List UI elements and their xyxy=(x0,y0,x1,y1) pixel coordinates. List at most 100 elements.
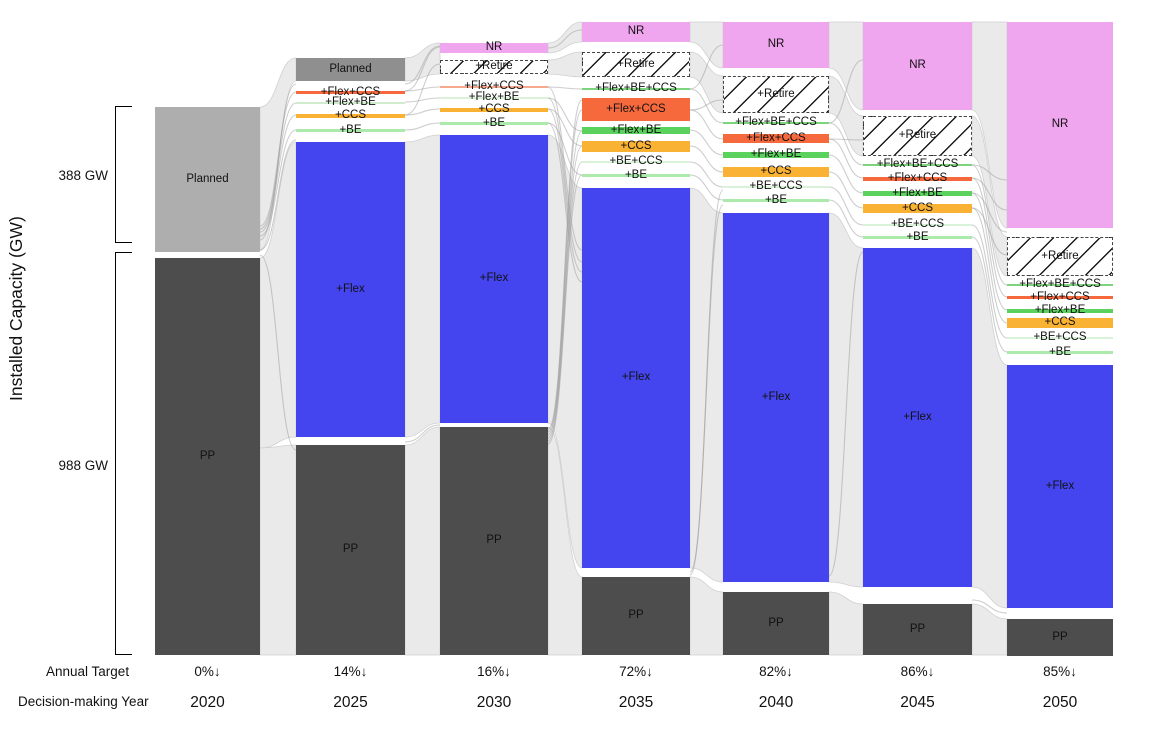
segment-label-2030-retire: +Retire xyxy=(475,60,513,73)
segment-label-2040-flex_ccs: +Flex+CCS xyxy=(746,131,806,144)
segment-label-2035-flex_be_ccs: +Flex+BE+CCS xyxy=(595,82,677,95)
segment-label-2045-flex_be_ccs: +Flex+BE+CCS xyxy=(876,158,959,171)
flow-stream-47 xyxy=(828,59,864,124)
segment-label-2045-be_ccs: +BE+CCS xyxy=(890,218,945,231)
segment-label-2025-ccs: +CCS xyxy=(335,109,366,121)
segment-2050-be: +BE xyxy=(1007,346,1113,357)
segment-label-2035-flex: +Flex xyxy=(621,371,651,384)
segment-2035-flex_be: +Flex+BE xyxy=(582,123,690,136)
flow-ribbon-0 xyxy=(259,57,297,251)
segment-label-2025-pp: PP xyxy=(342,543,359,556)
flow-stream-29 xyxy=(547,122,583,283)
segment-label-2035-retire: +Retire xyxy=(617,57,655,70)
segment-label-2035-be_ccs: +BE+CCS xyxy=(609,155,663,168)
segment-label-2050-be_ccs: +BE+CCS xyxy=(1033,331,1087,343)
flow-stream-58 xyxy=(971,207,1008,256)
segment-label-2040-flex_be: +Flex+BE xyxy=(750,148,802,161)
flow-stream-34 xyxy=(689,161,724,188)
annual-target-2025: 14%↓ xyxy=(333,664,368,679)
bracket-988gw-label: 988 GW xyxy=(58,458,108,473)
segment-2050-pp: PP xyxy=(1007,619,1113,656)
flow-stream-51 xyxy=(971,192,1008,311)
flow-stream-35 xyxy=(689,174,724,201)
flow-ribbon-1 xyxy=(259,141,297,449)
annual-target-2050: 85%↓ xyxy=(1043,664,1077,679)
segment-2040-flex_be_ccs: +Flex+BE+CCS xyxy=(723,117,829,128)
segment-2040-flex_ccs: +Flex+CCS xyxy=(723,131,829,144)
segment-label-2030-nr: NR xyxy=(485,41,503,54)
segment-label-2050-retire: +Retire xyxy=(1041,249,1079,262)
segment-label-2045-flex_ccs: +Flex+CCS xyxy=(887,172,948,184)
flow-stream-4 xyxy=(259,83,297,241)
segment-2045-be: +BE xyxy=(863,231,972,242)
segment-label-2040-be: +BE xyxy=(764,193,788,206)
flow-stream-19 xyxy=(547,29,583,49)
segment-2050-be_ccs: +BE+CCS xyxy=(1007,331,1113,343)
segment-2030-be: +BE xyxy=(440,117,548,128)
segment-label-2025-be: +BE xyxy=(339,123,362,136)
segment-label-2020-planned: Planned xyxy=(186,172,229,185)
flow-stream-48 xyxy=(828,138,864,141)
segment-label-2045-retire: +Retire xyxy=(898,129,937,142)
segment-label-2035-pp: PP xyxy=(628,609,644,622)
segment-label-2035-ccs: +CCS xyxy=(620,139,652,152)
y-axis-title: Installed Capacity (GW) xyxy=(6,216,26,402)
flow-stream-3 xyxy=(259,129,297,237)
flow-stream-11 xyxy=(404,46,441,92)
segment-label-2030-pp: PP xyxy=(486,534,502,547)
segment-2025-ccs: +CCS xyxy=(296,109,405,121)
segment-label-2045-nr: NR xyxy=(909,59,926,72)
flow-stream-26 xyxy=(547,86,583,251)
segment-2035-retire: +Retire xyxy=(582,52,690,77)
flow-stream-14 xyxy=(404,424,441,443)
segment-2035-flex_be_ccs: +Flex+BE+CCS xyxy=(582,83,690,94)
bracket-388gw xyxy=(115,106,132,243)
annual-target-2035: 72%↓ xyxy=(619,664,653,679)
segment-label-2030-flex_be: +Flex+BE xyxy=(468,91,520,103)
segment-label-2050-flex: +Flex xyxy=(1045,479,1075,492)
flow-stream-46 xyxy=(828,251,864,577)
flow-stream-12 xyxy=(404,63,441,116)
flow-stream-25 xyxy=(547,174,583,445)
segment-label-2030-flex: +Flex xyxy=(479,272,509,285)
segment-label-2050-be: +BE xyxy=(1048,345,1072,358)
segment-label-2025-flex_ccs: +Flex+CCS xyxy=(320,85,381,98)
flow-stream-32 xyxy=(689,129,724,156)
segment-label-2045-ccs: +CCS xyxy=(902,201,933,214)
segment-2050-flex_be: +Flex+BE xyxy=(1007,305,1113,316)
segment-label-2040-flex_be_ccs: +Flex+BE+CCS xyxy=(735,116,817,129)
flow-ribbon-17 xyxy=(828,591,864,656)
segment-2030-nr: NR xyxy=(440,41,548,54)
flow-stream-2 xyxy=(259,114,297,233)
segment-2035-ccs: +CCS xyxy=(582,139,690,152)
segment-label-2040-flex: +Flex xyxy=(761,390,791,403)
flow-stream-5 xyxy=(259,139,297,251)
segment-label-2020-pp: PP xyxy=(199,449,216,462)
segment-label-2035-flex_be: +Flex+BE xyxy=(610,123,662,136)
segment-2030-pp: PP xyxy=(440,427,548,655)
flow-ribbon-5 xyxy=(404,426,441,656)
segment-2020-pp: PP xyxy=(155,258,260,655)
segment-2040-be_ccs: +BE+CCS xyxy=(723,181,829,192)
segment-2035-flex_ccs: +Flex+CCS xyxy=(582,98,690,121)
segment-2050-flex_ccs: +Flex+CCS xyxy=(1007,291,1113,302)
segment-label-2050-flex_be: +Flex+BE xyxy=(1034,304,1086,317)
bracket-988gw xyxy=(115,252,132,655)
segment-label-2025-planned: Planned xyxy=(329,62,372,75)
segment-label-2040-be_ccs: +BE+CCS xyxy=(749,180,803,193)
segment-2045-flex_be_ccs: +Flex+BE+CCS xyxy=(863,159,972,170)
flow-ribbon-14 xyxy=(828,21,864,111)
flow-stream-17 xyxy=(547,108,583,147)
segment-label-2030-flex_ccs: +Flex+CCS xyxy=(464,80,524,92)
segment-label-2045-flex_be: +Flex+BE xyxy=(892,186,943,199)
flow-stream-55 xyxy=(971,164,1008,181)
flow-ribbon-9 xyxy=(547,426,583,656)
segment-label-2040-pp: PP xyxy=(768,616,784,629)
segment-2050-flex_be_ccs: +Flex+BE+CCS xyxy=(1007,278,1113,290)
segment-label-2025-flex: +Flex xyxy=(336,282,365,295)
segment-2025-flex_ccs: +Flex+CCS xyxy=(296,86,405,97)
flow-stream-18 xyxy=(547,122,583,176)
